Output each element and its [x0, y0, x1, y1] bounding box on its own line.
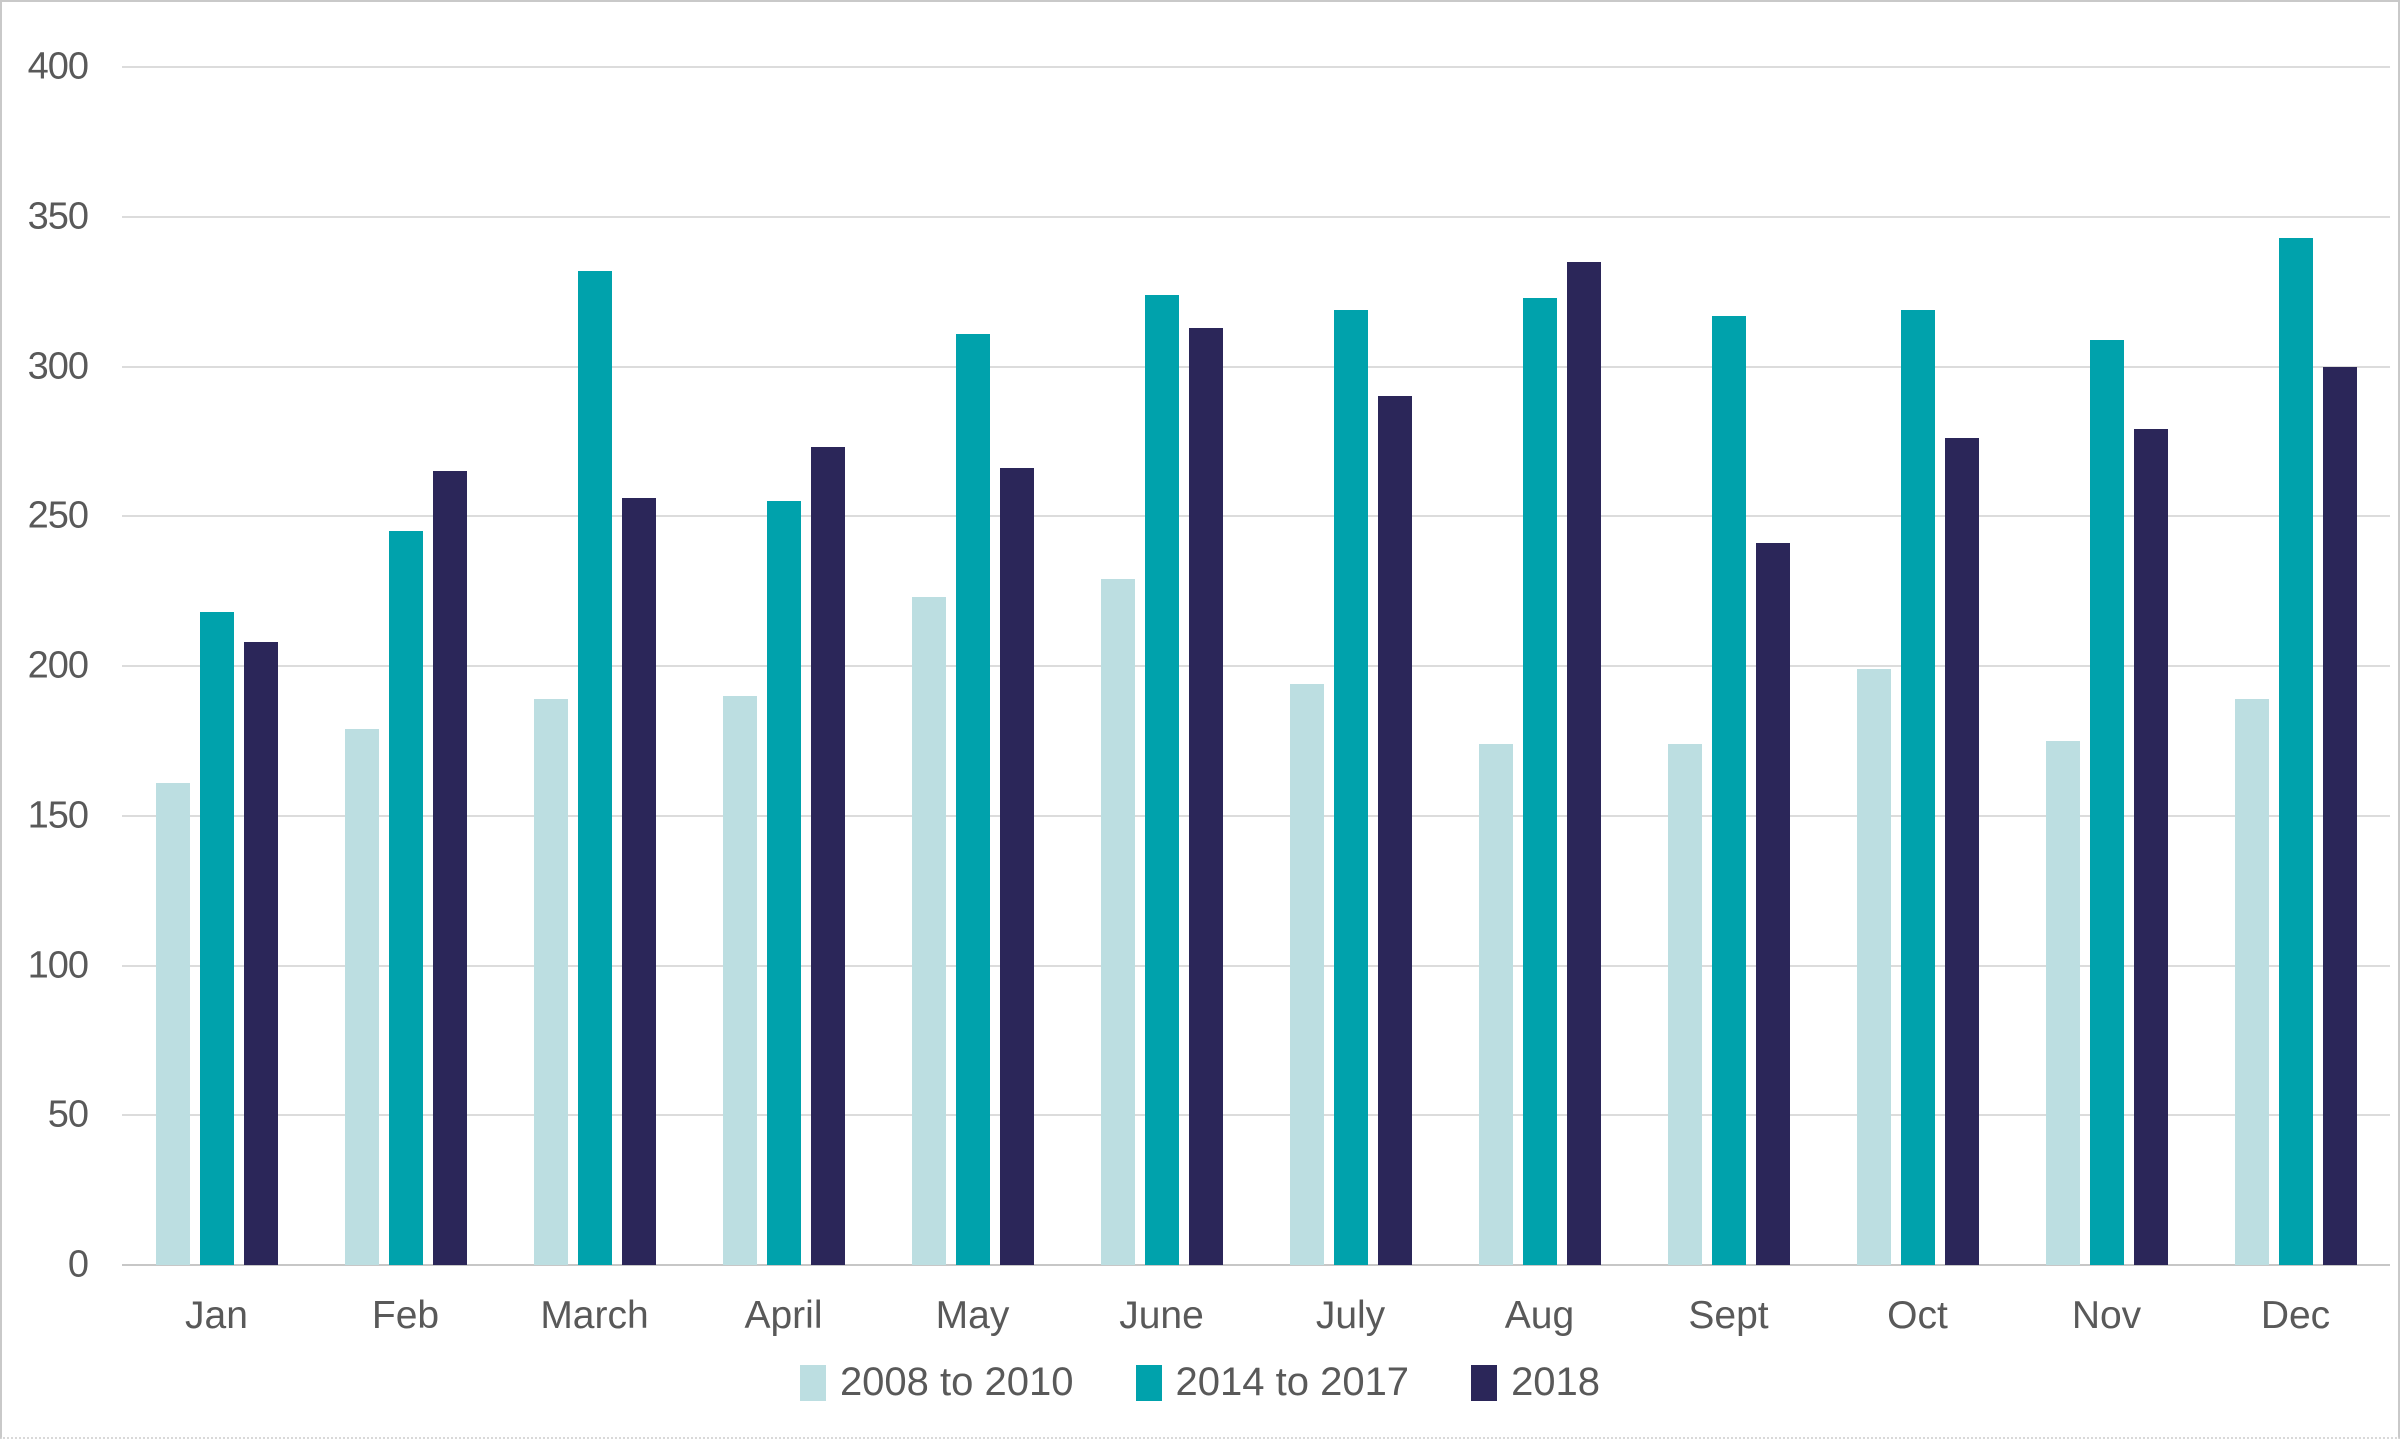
x-axis-tick-label-feb: Feb: [371, 1294, 440, 1337]
x-axis-tick-label-dec: Dec: [2260, 1294, 2331, 1337]
bar-sept-2014-to-2017: [1711, 315, 1746, 1265]
x-axis-tick-label-aug: Aug: [1504, 1294, 1575, 1337]
bar-aug-2008-to-2010: [1478, 743, 1513, 1265]
bar-july-2008-to-2010: [1289, 683, 1324, 1265]
bar-aug-2018: [1566, 261, 1601, 1265]
bar-june-2018: [1188, 327, 1223, 1265]
bar-aug-2014-to-2017: [1522, 297, 1557, 1265]
bar-jan-2008-to-2010: [155, 782, 190, 1265]
y-axis-tick-label-250: 250: [27, 494, 89, 537]
legend-item-2008-to-2010: 2008 to 2010: [799, 1360, 1074, 1405]
x-axis-tick-label-nov: Nov: [2071, 1294, 2142, 1337]
x-axis-tick-label-june: June: [1119, 1294, 1204, 1337]
bar-sept-2018: [1755, 543, 1790, 1265]
bar-oct-2008-to-2010: [1856, 669, 1891, 1265]
legend-label: 2008 to 2010: [839, 1360, 1074, 1404]
bar-group-march: [500, 67, 689, 1265]
bar-may-2018: [999, 468, 1034, 1265]
x-axis-tick-label-march: March: [540, 1294, 649, 1337]
bar-feb-2014-to-2017: [388, 531, 423, 1265]
bar-nov-2008-to-2010: [2045, 740, 2080, 1265]
gridline-y-0: [122, 1264, 2390, 1266]
legend: 2008 to 2010 2014 to 2017 2018: [2, 1360, 2398, 1405]
bar-june-2008-to-2010: [1100, 579, 1135, 1265]
bar-april-2008-to-2010: [722, 695, 757, 1265]
bar-march-2014-to-2017: [577, 270, 612, 1265]
bar-sept-2008-to-2010: [1667, 743, 1702, 1265]
bar-nov-2018: [2133, 429, 2168, 1265]
y-axis-tick-label-50: 50: [47, 1093, 89, 1136]
x-axis-tick-label-jan: Jan: [185, 1294, 248, 1337]
x-axis-tick-label-april: April: [744, 1294, 823, 1337]
x-axis-tick-label-sept: Sept: [1688, 1294, 1769, 1337]
legend-label: 2014 to 2017: [1175, 1360, 1410, 1404]
gridline-y-350: [122, 215, 2390, 218]
y-axis-tick-label-300: 300: [27, 345, 89, 387]
bar-group-oct: [1823, 67, 2012, 1265]
y-axis-tick-label-100: 100: [27, 944, 89, 986]
gridline-y-150: [122, 814, 2390, 817]
gridline-y-50: [122, 1114, 2390, 1117]
bar-feb-2008-to-2010: [344, 728, 379, 1265]
bar-july-2018: [1377, 396, 1412, 1265]
bar-march-2008-to-2010: [533, 698, 568, 1265]
y-axis-tick-label-400: 400: [27, 45, 89, 88]
bar-jan-2014-to-2017: [199, 612, 234, 1265]
bar-april-2014-to-2017: [766, 501, 801, 1265]
legend-item-2018: 2018: [1471, 1360, 1600, 1405]
gridline-y-200: [122, 665, 2390, 667]
bar-group-nov: [2012, 67, 2201, 1265]
bar-july-2014-to-2017: [1333, 309, 1368, 1265]
gridline-y-400: [122, 66, 2390, 68]
plot-area: [122, 66, 2390, 1266]
bar-june-2014-to-2017: [1144, 294, 1179, 1265]
x-axis-tick-label-july: July: [1315, 1294, 1386, 1337]
bar-group-dec: [2201, 67, 2390, 1265]
bar-may-2014-to-2017: [955, 333, 990, 1265]
bar-dec-2014-to-2017: [2278, 237, 2313, 1265]
bar-group-may: [878, 67, 1067, 1265]
bar-group-june: [1067, 67, 1256, 1265]
bar-dec-2008-to-2010: [2234, 698, 2269, 1265]
gridline-y-250: [122, 515, 2390, 518]
legend-item-2014-to-2017: 2014 to 2017: [1135, 1360, 1410, 1405]
y-axis-tick-label-150: 150: [27, 794, 89, 837]
bar-group-jan: [122, 67, 311, 1265]
legend-swatch-icon: [799, 1364, 826, 1401]
bar-dec-2018: [2322, 366, 2357, 1265]
bar-group-aug: [1445, 67, 1634, 1265]
bar-oct-2014-to-2017: [1900, 309, 1935, 1265]
bar-oct-2018: [1944, 438, 1979, 1265]
x-axis-tick-label-may: May: [935, 1294, 1010, 1337]
bar-group-sept: [1634, 67, 1823, 1265]
legend-label: 2018: [1511, 1360, 1601, 1404]
bar-april-2018: [810, 447, 845, 1265]
legend-swatch-icon: [1135, 1364, 1162, 1401]
bar-jan-2018: [243, 642, 278, 1265]
bar-march-2018: [621, 498, 656, 1265]
bar-group-feb: [311, 67, 500, 1265]
y-axis-tick-label-200: 200: [27, 644, 89, 687]
x-axis-tick-label-oct: Oct: [1887, 1294, 1948, 1337]
legend-swatch-icon: [1471, 1364, 1498, 1401]
bar-group-april: [689, 67, 878, 1265]
bar-group-july: [1256, 67, 1445, 1265]
gridline-y-100: [122, 964, 2390, 967]
y-axis-tick-label-350: 350: [27, 195, 89, 238]
bar-feb-2018: [432, 471, 467, 1265]
y-axis-tick-label-0: 0: [67, 1243, 89, 1286]
bar-may-2008-to-2010: [911, 597, 946, 1265]
bar-nov-2014-to-2017: [2089, 339, 2124, 1265]
gridline-y-300: [122, 365, 2390, 368]
